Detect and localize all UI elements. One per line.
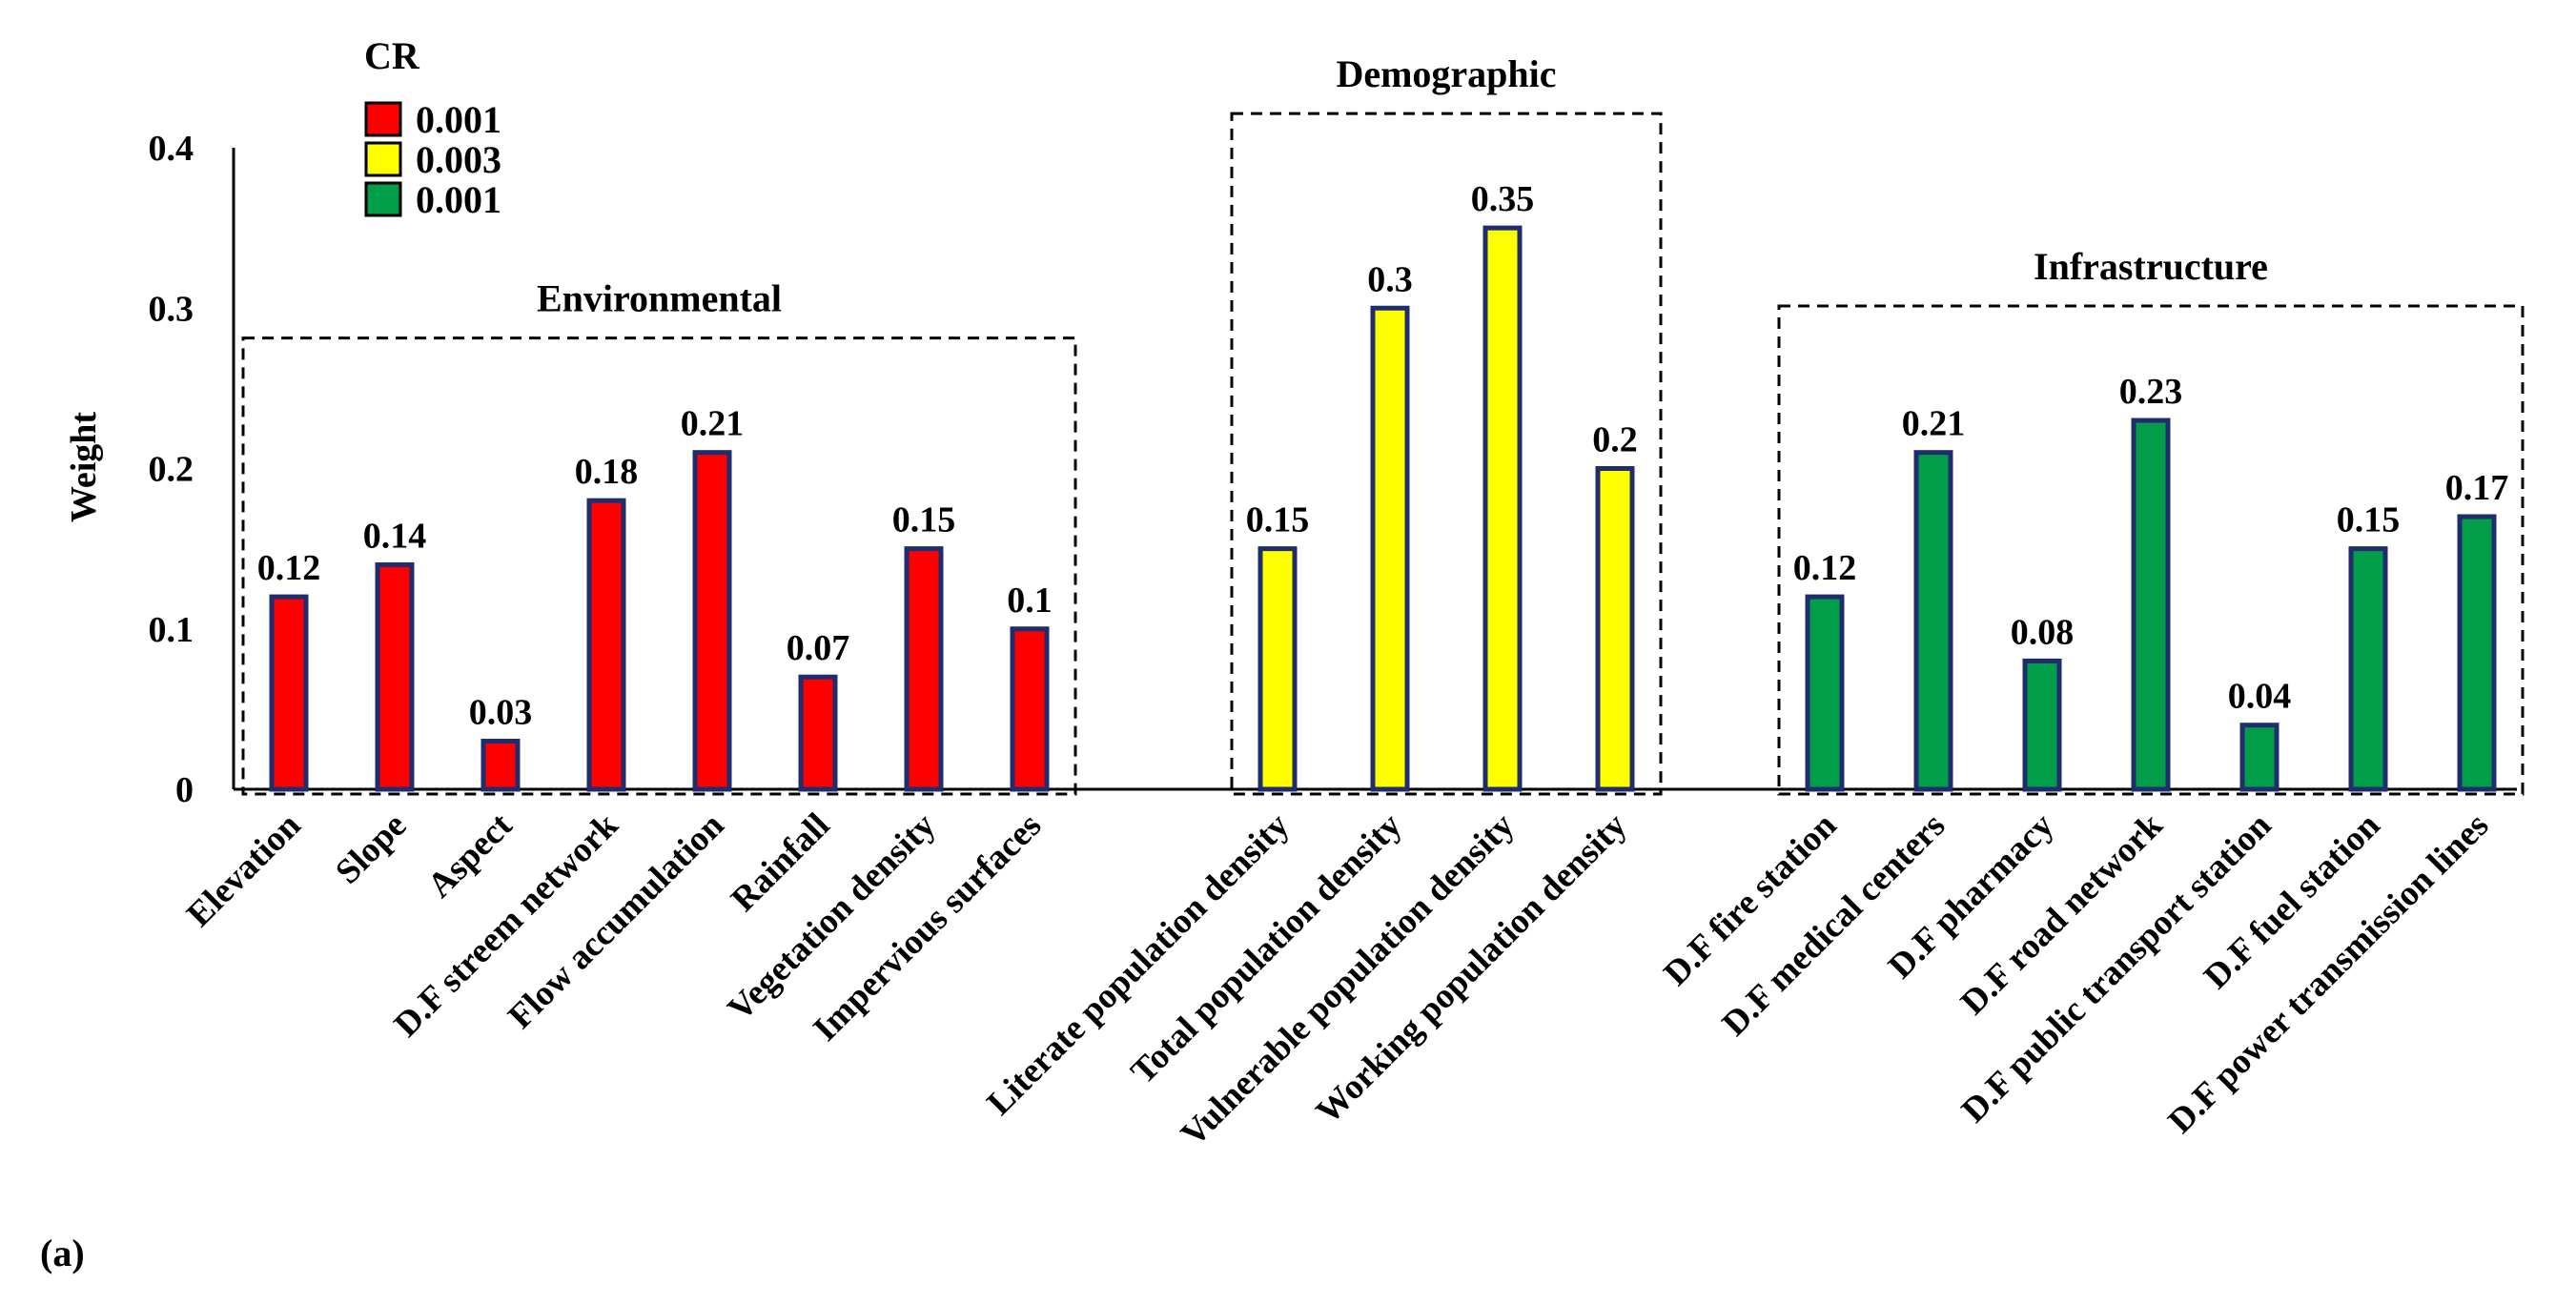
y-tick-label: 0.3 (149, 289, 194, 329)
data-label: 0.08 (2011, 612, 2075, 652)
bar (480, 739, 521, 792)
bar (904, 546, 944, 792)
data-label: 0.15 (1246, 500, 1310, 540)
legend-title: CR (364, 34, 420, 77)
bar (2022, 658, 2062, 792)
bar (586, 498, 626, 792)
y-tick-label: 0.2 (149, 450, 194, 490)
data-label: 0.17 (2445, 468, 2509, 508)
bar (2131, 418, 2171, 792)
data-label: 0.15 (892, 500, 956, 540)
bar (2348, 546, 2388, 792)
legend-label: 0.001 (416, 178, 501, 221)
bar (2457, 514, 2497, 792)
data-label: 0.07 (787, 628, 850, 668)
group-title: Demographic (1336, 52, 1556, 95)
bar (798, 674, 838, 792)
data-label: 0.15 (2337, 500, 2401, 540)
bar (1595, 466, 1635, 792)
x-tick-label: Aspect (420, 805, 521, 906)
bar (1257, 546, 1298, 792)
data-label: 0.04 (2228, 677, 2292, 717)
bar (2239, 723, 2280, 792)
y-tick-label: 0.4 (149, 129, 194, 169)
x-tick-label: Slope (328, 805, 414, 891)
bar (692, 450, 732, 792)
bar (1913, 450, 1953, 792)
group-title: Environmental (537, 277, 782, 320)
x-tick-label: D.F road network (1953, 805, 2171, 1023)
legend-swatch (364, 101, 402, 137)
group-box (1777, 304, 2525, 796)
y-tick-label: 0.1 (149, 610, 194, 650)
y-axis-label: Weight (64, 412, 104, 522)
bar (1805, 594, 1845, 792)
group-boxes: Environmental Demographic Infrastructure (241, 52, 2525, 796)
data-label: 0.1 (1007, 581, 1053, 621)
group-box (241, 336, 1077, 796)
panel-label: (a) (40, 1232, 85, 1274)
legend-swatch (364, 181, 402, 217)
bar (1010, 626, 1050, 792)
bar (1370, 305, 1410, 792)
x-tick-label: Elevation (179, 805, 308, 934)
data-label: 0.21 (681, 404, 745, 444)
legend-label: 0.003 (416, 138, 501, 181)
bars: 0.12 0.14 0.03 0.18 0.21 0.07 0.15 0.1 0.15 0.3 0.… (257, 179, 2509, 792)
legend-swatch (364, 141, 402, 177)
data-label: 0.12 (257, 548, 321, 588)
data-label: 0.23 (2119, 372, 2183, 412)
data-label: 0.12 (1793, 548, 1857, 588)
bar (1482, 225, 1523, 792)
y-tick-label: 0 (175, 770, 194, 810)
legend-label: 0.001 (416, 98, 501, 141)
group-box (1230, 112, 1663, 796)
data-label: 0.2 (1592, 420, 1638, 460)
bar (269, 594, 309, 792)
bar (375, 561, 415, 792)
data-label: 0.21 (1902, 404, 1966, 444)
data-label: 0.3 (1367, 259, 1413, 299)
group-title: Infrastructure (2034, 245, 2268, 288)
data-label: 0.18 (575, 452, 639, 492)
data-label: 0.35 (1471, 179, 1535, 219)
data-label: 0.03 (469, 693, 533, 733)
data-label: 0.14 (363, 516, 427, 556)
